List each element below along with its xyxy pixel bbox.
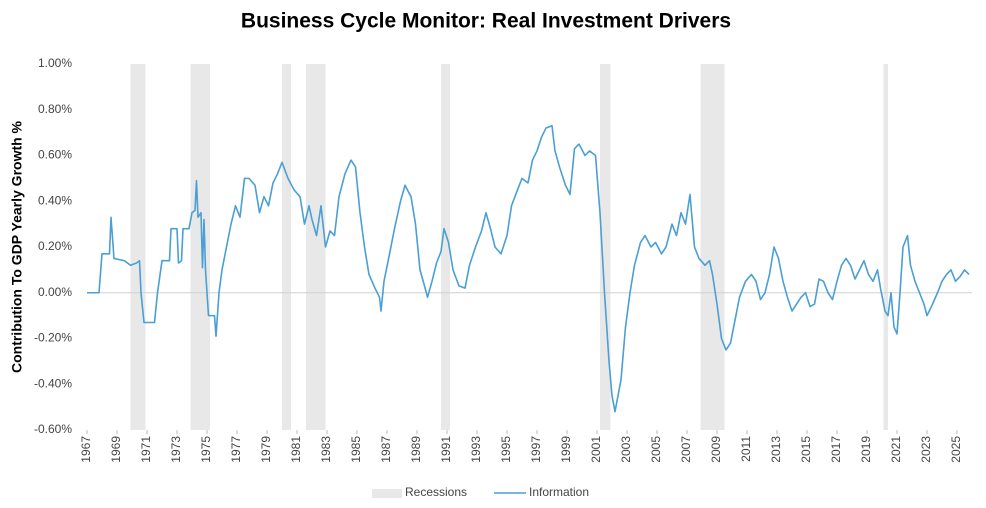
recession-band — [282, 64, 291, 430]
y-tick-label: 0.40% — [38, 193, 72, 207]
y-tick-label: -0.20% — [34, 331, 72, 345]
recession-band — [190, 64, 210, 430]
legend-label: Information — [529, 485, 589, 499]
x-tick-label: 2021 — [889, 436, 903, 463]
y-tick-label: -0.60% — [34, 422, 72, 436]
y-tick-label: 0.20% — [38, 239, 72, 253]
x-tick-label: 1991 — [439, 436, 453, 463]
legend-label: Recessions — [405, 485, 467, 499]
recession-band — [700, 64, 725, 430]
x-tick-label: 1989 — [409, 436, 423, 463]
x-tick-label: 2011 — [739, 436, 753, 462]
x-tick-label: 1985 — [349, 436, 363, 463]
x-tick-label: 2017 — [829, 436, 843, 463]
recession-band — [130, 64, 146, 430]
x-tick-label: 1977 — [229, 436, 243, 463]
x-tick-label: 2005 — [649, 436, 663, 463]
recession-band — [441, 64, 450, 430]
legend-swatch — [372, 489, 402, 498]
x-tick-label: 2003 — [619, 436, 633, 463]
recession-band — [883, 64, 888, 430]
x-tick-label: 1967 — [79, 436, 93, 463]
x-tick-label: 1979 — [259, 436, 273, 463]
x-tick-label: 1973 — [169, 436, 183, 463]
x-tick-label: 1995 — [499, 436, 513, 463]
x-tick-label: 2019 — [859, 436, 873, 463]
x-tick-label: 1993 — [469, 436, 483, 463]
y-tick-label: 0.00% — [38, 285, 72, 299]
recession-band — [600, 64, 611, 430]
y-tick-label: -0.40% — [34, 376, 72, 390]
x-tick-label: 1971 — [139, 436, 153, 463]
x-tick-label: 1987 — [379, 436, 393, 463]
x-tick-label: 2001 — [589, 436, 603, 463]
y-tick-label: 1.00% — [38, 56, 72, 70]
x-tick-label: 2009 — [709, 436, 723, 463]
chart-title: Business Cycle Monitor: Real Investment … — [241, 10, 731, 33]
x-tick-label: 2025 — [949, 436, 963, 463]
y-tick-label: 0.80% — [38, 102, 72, 116]
x-tick-label: 2007 — [679, 436, 693, 463]
x-tick-label: 1999 — [559, 436, 573, 463]
x-tick-label: 2015 — [799, 436, 813, 463]
x-tick-label: 1975 — [199, 436, 213, 463]
x-tick-label: 1997 — [529, 436, 543, 463]
line-series — [87, 124, 970, 413]
y-axis-label: Contribution To GDP Yearly Growth % — [9, 120, 25, 373]
x-tick-label: 1981 — [289, 436, 303, 463]
x-tick-label: 1983 — [319, 436, 333, 463]
y-tick-label: 0.60% — [38, 148, 72, 162]
x-tick-label: 1969 — [109, 436, 123, 463]
x-tick-label: 2013 — [769, 436, 783, 463]
recession-band — [306, 64, 326, 430]
x-tick-label: 2023 — [919, 436, 933, 463]
